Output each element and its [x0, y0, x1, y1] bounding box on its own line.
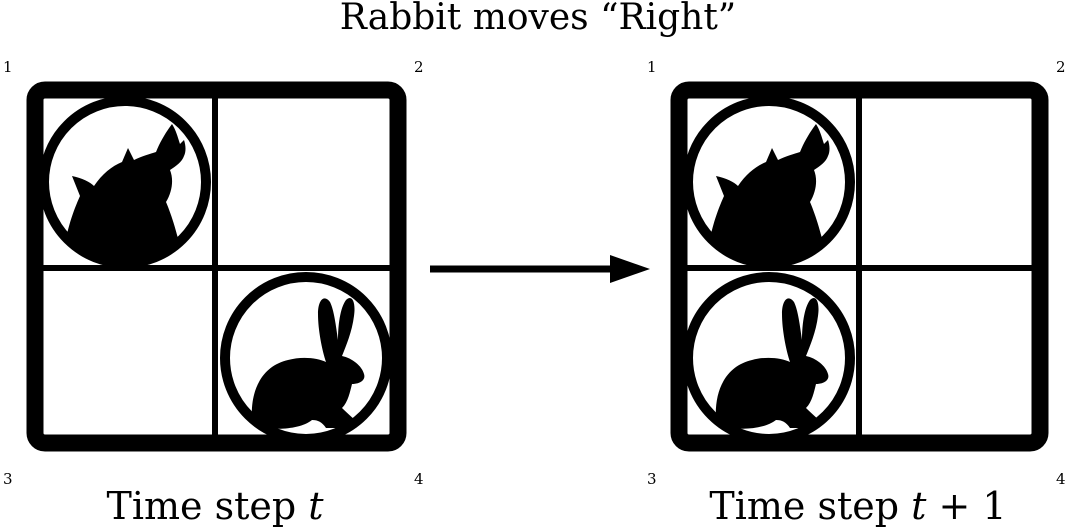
wolf-circle	[683, 96, 855, 268]
corner-label-3: 3	[3, 470, 13, 488]
transition-arrow	[430, 255, 650, 283]
corner-label-4: 4	[1056, 470, 1066, 488]
caption-suffix: + 1	[926, 484, 1006, 528]
wolf-token	[39, 96, 211, 268]
corner-label-1: 1	[3, 58, 13, 76]
grid-frame	[26, 81, 407, 452]
grid-frame	[670, 81, 1049, 452]
rabbit-icon	[251, 297, 365, 429]
grid-panel-t-plus-1: 1 2 3 4 Time step t + 1	[647, 58, 1066, 528]
corner-label-3: 3	[647, 470, 657, 488]
caption-prefix: Time step	[709, 484, 911, 528]
rabbit-token	[220, 272, 392, 444]
arrow-head-icon	[610, 255, 650, 283]
wolf-token	[683, 96, 855, 268]
wolf-circle	[39, 96, 211, 268]
grid-panel-t: 1 2 3 4 Time step t	[3, 58, 424, 528]
caption-prefix: Time step	[106, 484, 308, 528]
caption-t-plus-1: Time step t + 1	[709, 484, 1006, 528]
corner-label-4: 4	[414, 470, 424, 488]
caption-variable: t	[308, 484, 324, 528]
diagram-title: Rabbit moves “Right”	[340, 0, 736, 38]
corner-label-2: 2	[1056, 58, 1066, 76]
rabbit-token	[683, 272, 855, 444]
caption-variable: t	[911, 484, 927, 528]
corner-label-1: 1	[647, 58, 657, 76]
corner-label-2: 2	[414, 58, 424, 76]
rabbit-icon	[715, 297, 829, 429]
caption-t: Time step t	[106, 484, 324, 528]
